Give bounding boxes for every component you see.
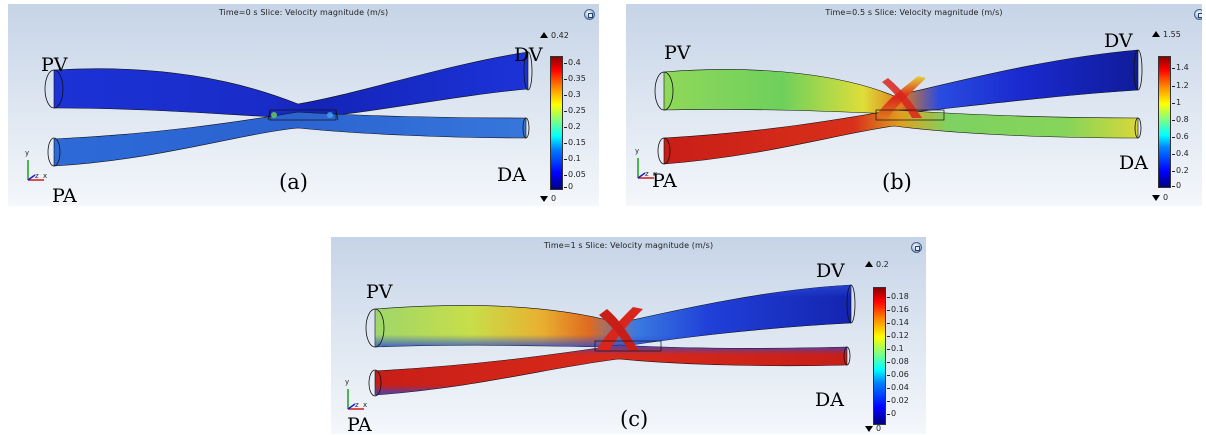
- panel-a-label-da: DA: [497, 164, 526, 186]
- panel-b-tick: 0.2: [1172, 166, 1189, 175]
- panel-c-colorbar-max-value: 0.2: [876, 260, 889, 269]
- panel-c-colorbar: [873, 287, 886, 425]
- panel-c-colorbar-max: 0.2: [865, 261, 889, 269]
- panel-c-label-pv: PV: [366, 281, 393, 303]
- panel-b-colorbar-min-value: 0: [1163, 193, 1169, 202]
- panel-a-tick: 0.3: [564, 90, 581, 99]
- panel-a-tick: 0.35: [564, 74, 586, 83]
- panel-a-tick: 0.1: [564, 154, 581, 163]
- panel-c-tick: 0.18: [887, 292, 909, 301]
- panel-a-tick: 0.05: [564, 170, 586, 179]
- panel-b: Time=0.5 s Slice: Velocity magnitude (m/…: [626, 4, 1202, 206]
- panel-c-title: Time=1 s Slice: Velocity magnitude (m/s): [543, 241, 714, 250]
- panel-b-letter: (b): [882, 170, 912, 194]
- panel-a-vessels: [44, 51, 533, 167]
- panel-b-label-pv: PV: [664, 42, 691, 64]
- panel-c-colorbar-min-value: 0: [876, 424, 882, 433]
- panel-b-tick: 0: [1171, 181, 1182, 190]
- panel-b-label-dv: DV: [1104, 30, 1133, 52]
- panel-a-colorbar-max-value: 0.42: [551, 31, 569, 40]
- panel-c-tick: 0.08: [887, 357, 909, 366]
- panel-b-tick: 1.2: [1172, 81, 1189, 90]
- panel-a-colorbar-min: 0: [540, 195, 556, 203]
- panel-b-tick: 1.4: [1172, 63, 1189, 72]
- panel-a-colorbar-min-value: 0: [551, 194, 557, 203]
- panel-b-colorbar-min: 0: [1152, 194, 1168, 202]
- panel-b-colorbar: [1158, 56, 1171, 188]
- panel-c-tick: 0.04: [887, 383, 909, 392]
- panel-b-tick: 1: [1171, 98, 1182, 107]
- panel-b-title: Time=0.5 s Slice: Velocity magnitude (m/…: [825, 8, 1003, 17]
- panel-b-vessel-pa-da: [663, 109, 1139, 165]
- panel-c-tick: 0.06: [887, 370, 909, 379]
- panel-a-tick: 0.2: [564, 122, 581, 131]
- panel-a-label-dv: DV: [514, 44, 543, 66]
- panel-a-axis-x-label: x: [43, 172, 48, 180]
- panel-b-view-button[interactable]: [1194, 9, 1202, 20]
- panel-b-vessels: [654, 49, 1143, 165]
- panel-b-label-da: DA: [1119, 152, 1148, 174]
- panel-a-title: Time=0 s Slice: Velocity magnitude (m/s): [218, 8, 389, 17]
- panel-c-colorbar-min: 0: [865, 425, 881, 433]
- panel-c-tick: 0.14: [887, 318, 909, 327]
- panel-b-axis-x-label: x: [653, 170, 658, 178]
- panel-c-tick: 0.12: [887, 331, 909, 340]
- panel-a-tick: 0.4: [564, 58, 581, 67]
- panel-b-colorbar-max-value: 1.55: [1163, 30, 1181, 39]
- panel-c-label-dv: DV: [816, 260, 845, 282]
- panel-c-tick: 0.1: [887, 344, 904, 353]
- panel-b-tick: 0.6: [1172, 132, 1189, 141]
- panel-c-view-button[interactable]: [911, 242, 922, 253]
- panel-c-tick: 0.02: [887, 396, 909, 405]
- panel-c-tick: 0.16: [887, 305, 909, 314]
- panel-a: Time=0 s Slice: Velocity magnitude (m/s): [8, 4, 599, 206]
- panel-b-axis-y-label: y: [635, 147, 640, 155]
- panel-b-tick: 0.4: [1172, 149, 1189, 158]
- panel-b-label-pa: PA: [652, 170, 677, 192]
- panel-c-axis-z-label: z: [355, 401, 359, 409]
- panel-a-vessel-pv-dv: [53, 51, 529, 119]
- panel-a-colorbar-max: 0.42: [540, 32, 569, 40]
- panel-a-tick: 0.25: [564, 106, 586, 115]
- panel-b-axis-z-label: z: [645, 170, 649, 178]
- panel-a-label-pa: PA: [52, 185, 77, 206]
- panel-c: Time=1 s Slice: Velocity magnitude (m/s): [331, 237, 926, 434]
- panel-c-label-pa: PA: [347, 414, 372, 435]
- panel-c-axis-x-label: x: [363, 401, 368, 409]
- panel-a-axis-z-label: z: [35, 172, 39, 180]
- panel-c-label-da: DA: [815, 389, 844, 411]
- panel-a-tick: 0.15: [564, 138, 586, 147]
- panel-c-axis-y-label: y: [345, 378, 350, 386]
- panel-b-tick: 0.8: [1172, 115, 1189, 124]
- panel-b-colorbar-max: 1.55: [1152, 31, 1181, 39]
- panel-a-view-button[interactable]: [584, 9, 595, 20]
- panel-b-vessel-pv-dv: [663, 49, 1139, 115]
- panel-c-vessels: [365, 284, 856, 397]
- panel-c-letter: (c): [620, 407, 649, 431]
- panel-a-colorbar: [550, 56, 563, 190]
- panel-a-tick: 0: [563, 182, 574, 191]
- panel-a-label-pv: PV: [41, 54, 68, 76]
- panel-c-tick: 0: [886, 409, 897, 418]
- panel-a-letter: (a): [279, 170, 308, 194]
- panel-a-axis-y-label: y: [25, 149, 30, 157]
